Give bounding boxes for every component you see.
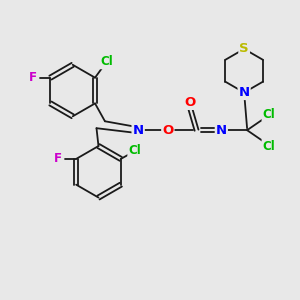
Text: Cl: Cl bbox=[100, 55, 113, 68]
Text: O: O bbox=[162, 124, 173, 137]
Text: S: S bbox=[239, 42, 249, 56]
Text: Cl: Cl bbox=[262, 140, 275, 152]
Text: F: F bbox=[28, 71, 37, 84]
Text: N: N bbox=[238, 86, 250, 99]
Text: Cl: Cl bbox=[262, 108, 275, 121]
Text: F: F bbox=[54, 152, 62, 165]
Text: N: N bbox=[216, 124, 227, 137]
Text: O: O bbox=[184, 96, 195, 109]
Text: Cl: Cl bbox=[128, 145, 141, 158]
Text: N: N bbox=[133, 124, 144, 137]
